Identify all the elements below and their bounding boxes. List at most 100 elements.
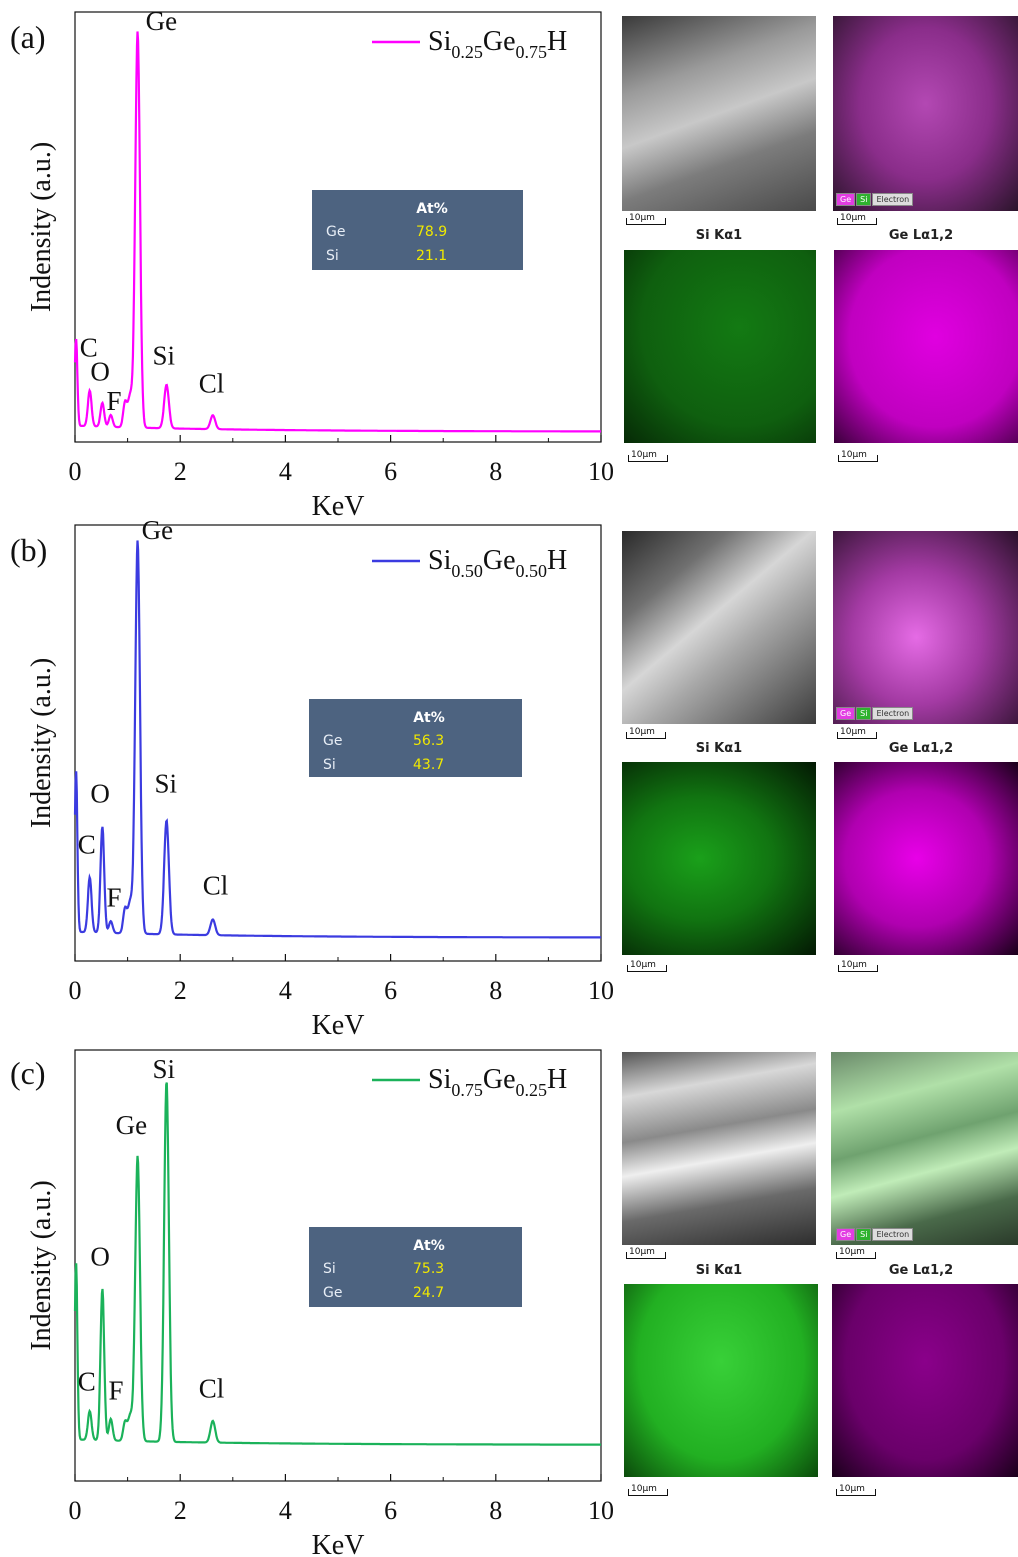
x-tick-label: 10 xyxy=(588,457,614,486)
spectrum-chart-a: 0 2 4 6 8 10 KeV Indensity (a.u.) (a) Ge COF Si Cl Si… xyxy=(10,6,614,519)
scale-bar-c3: 10μm xyxy=(628,1484,668,1496)
overlay-map-c xyxy=(831,1052,1018,1245)
x-tick-label: 2 xyxy=(174,976,187,1005)
scale-bar-a4: 10μm xyxy=(838,450,878,462)
ge-map-title-b: Ge Lα1,2 xyxy=(888,741,954,756)
ge-map-title-c: Ge Lα1,2 xyxy=(888,1263,954,1278)
overlay-legend-a: Ge Si Electron xyxy=(836,193,914,206)
si-map-title-b: Si Kα1 xyxy=(695,741,743,756)
si-map-title-c: Si Kα1 xyxy=(695,1263,743,1278)
y-axis-label: Indensity (a.u.) xyxy=(26,658,57,828)
atpct-element: Ge xyxy=(323,733,342,749)
panel-a: 0 2 4 6 8 10 KeV Indensity (a.u.) (a) Ge C O F Si Cl Si… xyxy=(0,0,1018,519)
spectrum-line xyxy=(73,1082,601,1446)
atpct-table xyxy=(309,699,522,777)
x-tick-label: 6 xyxy=(384,1496,397,1525)
atpct-value: 78.9 xyxy=(416,224,447,240)
ge-map-a xyxy=(834,250,1018,443)
peak-label-c: C xyxy=(78,1366,96,1396)
x-tick-label: 0 xyxy=(69,976,82,1005)
y-axis-label: Indensity (a.u.) xyxy=(26,1180,57,1350)
x-tick-label: 10 xyxy=(588,976,614,1005)
x-tick-label: 4 xyxy=(279,1496,292,1525)
x-axis-label: KeV xyxy=(312,1530,365,1557)
x-axis-label: KeV xyxy=(312,491,365,519)
legend-text: Si0.25Ge0.75H xyxy=(428,26,567,62)
peak-label-c: C xyxy=(80,333,98,363)
panel-label: (c) xyxy=(10,1055,46,1091)
si-map-title-a: Si Kα1 xyxy=(695,228,743,243)
atpct-value: 24.7 xyxy=(413,1285,444,1301)
scale-bar-b3: 10μm xyxy=(627,960,667,972)
scale-bar-b2: 10μm xyxy=(837,727,877,739)
overlay-map-a xyxy=(833,16,1018,211)
x-axis-label: KeV xyxy=(312,1010,365,1038)
panel-label: (b) xyxy=(10,532,47,568)
peak-label-cl: Cl xyxy=(199,1373,225,1403)
spectrum-line xyxy=(73,540,601,939)
peak-label-ge: Ge xyxy=(116,1110,147,1140)
peak-label-si: Si xyxy=(153,341,176,371)
x-tick-label: 6 xyxy=(384,457,397,486)
peak-label-ge: Ge xyxy=(146,6,177,36)
overlay-legend-b: Ge Si Electron xyxy=(836,707,914,720)
overlay-legend-c: Ge Si Electron xyxy=(836,1228,914,1241)
x-tick-label: 8 xyxy=(489,457,502,486)
atpct-header: At% xyxy=(416,201,448,217)
peak-label-o: O xyxy=(90,356,110,386)
atpct-header: At% xyxy=(413,1238,445,1254)
x-tick-label: 0 xyxy=(69,457,82,486)
sem-image-b xyxy=(622,531,816,724)
x-tick-label: 8 xyxy=(489,976,502,1005)
atpct-value: 21.1 xyxy=(416,248,447,264)
peak-label-f: F xyxy=(108,1376,123,1406)
ge-map-title-a: Ge Lα1,2 xyxy=(888,228,954,243)
ge-map-c xyxy=(832,1284,1018,1477)
scale-bar-c2: 10μm xyxy=(836,1247,876,1259)
x-tick-label: 6 xyxy=(384,976,397,1005)
si-map-a xyxy=(624,250,816,443)
y-axis-label: Indensity (a.u.) xyxy=(26,142,57,312)
x-tick-label: 2 xyxy=(174,457,187,486)
x-tick-label: 0 xyxy=(69,1496,82,1525)
peak-label-cl: Cl xyxy=(203,871,229,901)
peak-label-f: F xyxy=(106,883,121,913)
atpct-value: 56.3 xyxy=(413,733,444,749)
scale-bar-a2: 10μm xyxy=(837,213,877,225)
legend-text: Si0.50Ge0.50H xyxy=(428,545,567,581)
overlay-map-b xyxy=(833,531,1018,724)
sem-image-c xyxy=(622,1052,816,1245)
x-tick-label: 4 xyxy=(279,976,292,1005)
atpct-table xyxy=(309,1227,522,1307)
spectrum-chart-b: 0 2 4 6 8 10 KeV Indensity (a.u.) (b) Ge OCF Si Cl Si… xyxy=(10,519,614,1038)
atpct-element: Si xyxy=(323,1261,336,1277)
x-tick-label: 10 xyxy=(588,1496,614,1525)
peak-label-o: O xyxy=(90,1242,110,1272)
scale-bar-b4: 10μm xyxy=(838,960,878,972)
scale-bar-a3: 10μm xyxy=(628,450,668,462)
ge-map-b xyxy=(834,762,1018,955)
x-tick-label: 4 xyxy=(279,457,292,486)
scale-bar-b1: 10μm xyxy=(626,727,666,739)
x-tick-label: 8 xyxy=(489,1496,502,1525)
atpct-element: Si xyxy=(323,757,336,773)
peak-label-si: Si xyxy=(153,1054,176,1084)
atpct-table xyxy=(312,190,523,270)
atpct-element: Ge xyxy=(326,224,345,240)
atpct-element: Si xyxy=(326,248,339,264)
peak-label-si: Si xyxy=(155,768,178,798)
peak-label-cl: Cl xyxy=(199,368,225,398)
peak-label-c: C xyxy=(78,829,96,859)
panel-b: 0 2 4 6 8 10 KeV Indensity (a.u.) (b) Ge O C F Si Cl Si… xyxy=(0,519,1018,1038)
legend-text: Si0.75Ge0.25H xyxy=(428,1064,567,1100)
sem-image-a xyxy=(622,16,816,211)
atpct-value: 75.3 xyxy=(413,1261,444,1277)
x-tick-label: 2 xyxy=(174,1496,187,1525)
scale-bar-c4: 10μm xyxy=(836,1484,876,1496)
panel-c: 0 2 4 6 8 10 KeV Indensity (a.u.) (c) Si Ge O C F Cl Si… xyxy=(0,1038,1018,1557)
si-map-b xyxy=(622,762,816,955)
si-map-c xyxy=(624,1284,818,1477)
scale-bar-c1: 10μm xyxy=(626,1247,666,1259)
peak-label-o: O xyxy=(90,778,110,808)
